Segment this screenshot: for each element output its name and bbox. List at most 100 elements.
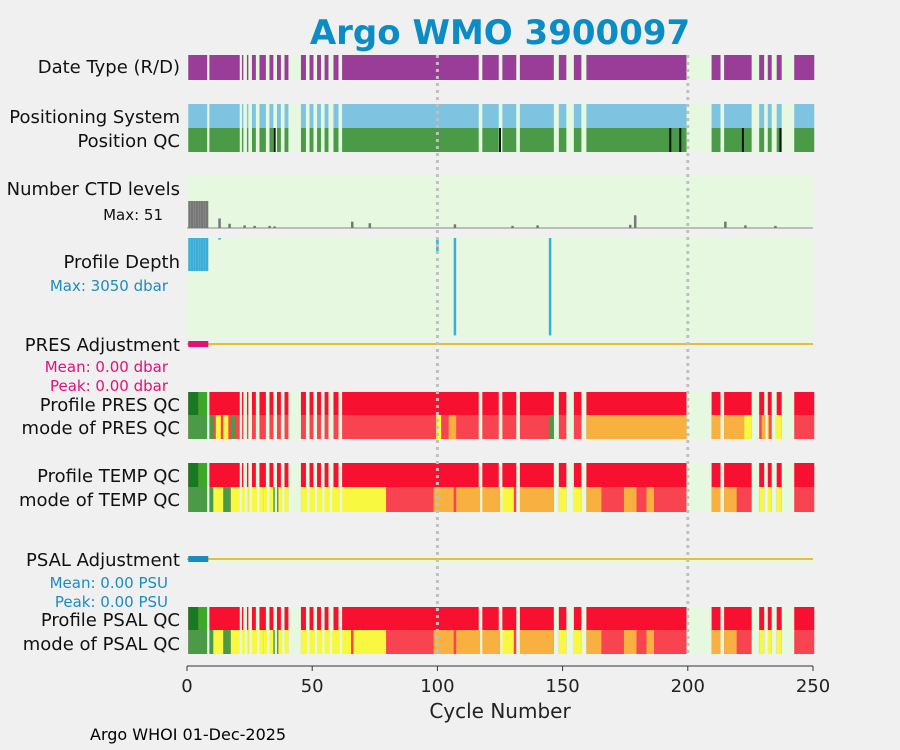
- date-type-seg-1: [208, 55, 241, 80]
- positioning-system-seg-27: [794, 104, 815, 128]
- mode-pres-qc-seg-15: [346, 415, 479, 439]
- mode-psal-qc-gap-15: [517, 630, 520, 654]
- positioning-system-seg-26: [776, 104, 782, 128]
- profile-psal-qc-seg-15: [346, 607, 479, 630]
- positioning-system-seg-6: [268, 104, 274, 128]
- position-qc-label: Position QC: [77, 131, 180, 152]
- positioning-system-seg-15: [346, 104, 479, 128]
- mode-pres-qc-seg-4: [250, 415, 256, 439]
- profile-pres-qc-seg-4: [250, 392, 256, 415]
- ctd-bar-21: [724, 221, 727, 228]
- positioning-system-gap-19: [773, 104, 776, 128]
- positioning-system-seg-16: [481, 104, 499, 128]
- position-qc-flag-2: [669, 128, 672, 152]
- profile-psal-qc-gap-6: [274, 607, 277, 630]
- positioning-system-seg-3: [245, 104, 249, 128]
- date-type-gap-1: [239, 55, 242, 80]
- psal-adjustment-marker: [188, 556, 209, 562]
- positioning-system-seg-1: [208, 104, 241, 128]
- positioning-system-seg-0: [188, 104, 209, 128]
- profile-pres-qc-seg-17: [501, 392, 517, 415]
- profile-psal-qc-gap-1: [239, 607, 242, 630]
- mode-temp-qc-gap-14: [500, 487, 503, 512]
- date-type-gap-4: [257, 55, 260, 80]
- date-type-seg-7: [275, 55, 281, 80]
- date-type-gap-10: [322, 55, 325, 80]
- profile-temp-qc-gap-11: [329, 463, 333, 487]
- profile-temp-qc-seg-18: [518, 463, 554, 487]
- profile-pres-qc-seg-26: [776, 392, 782, 415]
- profile-psal-qc-seg-17: [501, 607, 517, 630]
- positioning-system-seg-4: [250, 104, 256, 128]
- profile-temp-qc-gap-18: [765, 463, 768, 487]
- depth-bar-5: [200, 238, 204, 271]
- ctd-bar-6: [203, 201, 206, 228]
- mode-pres-qc-qc-1: [215, 415, 221, 439]
- mode-temp-qc-gap-13: [480, 487, 483, 512]
- footer-credit: Argo WHOI 01-Dec-2025: [90, 725, 287, 744]
- position-qc-gap-13: [480, 128, 483, 152]
- chart-title: Argo WMO 3900097: [310, 13, 690, 53]
- profile-pres-qc-seg-2: [240, 392, 244, 415]
- profile-psal-qc-gap-4: [257, 607, 260, 630]
- position-qc-seg-21: [586, 128, 687, 152]
- profile-temp-qc-seg-14: [340, 463, 347, 487]
- profile-pres-qc-gap-18: [765, 392, 768, 415]
- mode-temp-qc-gap-3: [249, 487, 252, 512]
- positioning-system-gap-8: [307, 104, 310, 128]
- mode-psal-qc-qc-14: [518, 630, 554, 654]
- ctd-bar-19: [628, 224, 632, 228]
- mode-temp-qc-qc-24: [776, 487, 782, 512]
- positioning-system-gap-16: [720, 104, 723, 128]
- ctd-bar-14: [351, 221, 354, 228]
- x-tick-label-1: 50: [301, 676, 324, 697]
- profile-temp-qc-gap-4: [257, 463, 260, 487]
- x-tick-label-0: 0: [181, 676, 192, 697]
- profile-psal-qc-label: Profile PSAL QC: [41, 610, 180, 631]
- profile-temp-qc-gap-3: [249, 463, 252, 487]
- date-type-seg-4: [250, 55, 256, 80]
- profile-psal-qc-gap-8: [307, 607, 310, 630]
- position-qc-gap-2: [244, 128, 247, 152]
- psal-peak-note: Peak: 0.00 PSU: [55, 593, 168, 611]
- mode-psal-qc-qc-1: [213, 630, 224, 654]
- position-qc-seg-1: [208, 128, 241, 152]
- profile-pres-qc-seg-8: [283, 392, 289, 415]
- position-qc-gap-7: [282, 128, 285, 152]
- profile-temp-qc-seg-9: [300, 463, 306, 487]
- panel-bg-5: [187, 392, 813, 439]
- ctd-bar-7: [205, 201, 209, 228]
- positioning-system-seg-17: [501, 104, 517, 128]
- profile-psal-qc-gap-7: [282, 607, 285, 630]
- positioning-system-gap-9: [314, 104, 318, 128]
- mode-temp-qc-gap-10: [322, 487, 325, 512]
- profile-temp-qc-gap-15: [517, 463, 520, 487]
- mode-temp-qc-qc-18: [623, 487, 637, 512]
- profile-psal-qc-seg-8: [283, 607, 289, 630]
- mode-psal-qc-gap-4: [257, 630, 260, 654]
- mode-temp-qc-gap-19: [773, 487, 776, 512]
- date-type-gap-15: [517, 55, 520, 80]
- position-qc-seg-17: [501, 128, 517, 152]
- profile-pres-qc-gap-11: [329, 392, 333, 415]
- depth-bar-11: [548, 238, 552, 336]
- mode-pres-qc-gap-15: [517, 415, 520, 439]
- positioning-system-gap-3: [249, 104, 252, 128]
- ctd-bar-5: [200, 201, 204, 228]
- positioning-system-seg-13: [333, 104, 339, 128]
- profile-psal-qc-gap-19: [773, 607, 776, 630]
- mode-temp-qc-qc-19: [646, 487, 654, 512]
- positioning-system-gap-2: [244, 104, 247, 128]
- position-qc-seg-19: [558, 128, 567, 152]
- positioning-system-gap-0: [207, 104, 210, 128]
- date-type-seg-9: [300, 55, 306, 80]
- positioning-system-seg-24: [759, 104, 765, 128]
- ctd-bar-12: [268, 225, 271, 228]
- mode-psal-qc-gap-2: [244, 630, 247, 654]
- position-qc-flag-0: [273, 128, 276, 152]
- position-qc-seg-0: [188, 128, 209, 152]
- date-type-gap-14: [500, 55, 503, 80]
- mode-pres-qc-qc-11: [761, 415, 770, 439]
- profile-psal-qc-seg-2: [240, 607, 244, 630]
- position-qc-gap-17: [753, 128, 756, 152]
